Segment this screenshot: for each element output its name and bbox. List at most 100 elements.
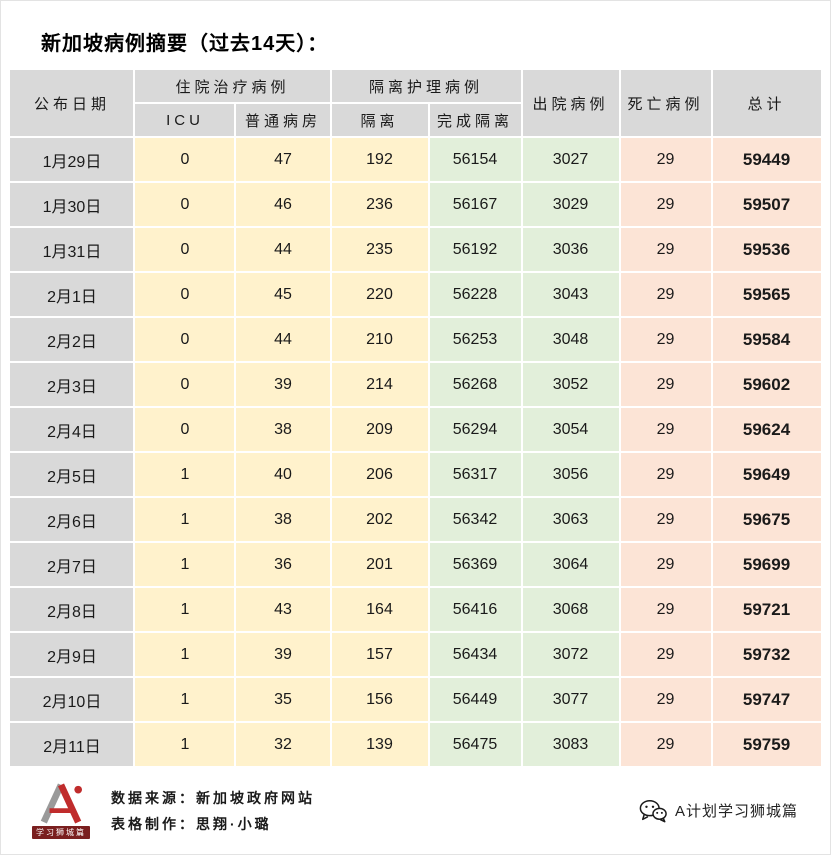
- table-row: 2月5日 1 40 206 56317 3056 29 59649: [8, 451, 823, 498]
- cell-discharged: 3036: [520, 226, 621, 273]
- header-row-subcolumns: ICU 普通病房 隔离 完成隔离: [9, 102, 821, 138]
- cell-isolation: 236: [329, 181, 430, 228]
- table-header: 公布日期 住院治疗病例 隔离护理病例 出院病例 死亡病例 总计 ICU 普通病房…: [8, 68, 823, 138]
- cell-deaths: 29: [618, 136, 713, 183]
- table-row: 2月4日 0 38 209 56294 3054 29 59624: [8, 406, 823, 453]
- cell-date: 2月5日: [8, 451, 136, 498]
- table-row: 2月10日 1 35 156 56449 3077 29 59747: [8, 676, 823, 723]
- data-source-label: 数据来源：新加坡政府网站: [111, 789, 315, 806]
- cell-completed: 56416: [427, 586, 523, 633]
- cell-isolation: 209: [329, 406, 430, 453]
- cell-deaths: 29: [618, 361, 713, 408]
- table-row: 1月31日 0 44 235 56192 3036 29 59536: [8, 226, 823, 273]
- cell-deaths: 29: [618, 451, 713, 498]
- cell-total: 59747: [710, 676, 823, 723]
- cell-ward: 38: [234, 406, 332, 453]
- cell-icu: 0: [133, 406, 237, 453]
- cell-icu: 0: [133, 136, 237, 183]
- cell-date: 1月30日: [8, 181, 136, 228]
- cell-total: 59584: [710, 316, 823, 363]
- cell-discharged: 3083: [520, 721, 621, 768]
- cell-deaths: 29: [618, 406, 713, 453]
- cell-discharged: 3064: [520, 541, 621, 588]
- credits: 数据来源：新加坡政府网站 表格制作：思翔·小璐: [111, 785, 315, 837]
- footer: 学习狮城篇 数据来源：新加坡政府网站 表格制作：思翔·小璐 A计划学习狮城篇: [1, 782, 830, 839]
- cell-isolation: 139: [329, 721, 430, 768]
- covid-summary-table: 公布日期 住院治疗病例 隔离护理病例 出院病例 死亡病例 总计 ICU 普通病房…: [8, 68, 823, 768]
- col-header-isolation: 隔离: [329, 102, 430, 138]
- cell-discharged: 3052: [520, 361, 621, 408]
- cell-completed: 56369: [427, 541, 523, 588]
- cell-total: 59759: [710, 721, 823, 768]
- cell-date: 2月7日: [8, 541, 136, 588]
- cell-completed: 56253: [427, 316, 523, 363]
- cell-icu: 1: [133, 676, 237, 723]
- cell-isolation: 220: [329, 271, 430, 318]
- cell-ward: 39: [234, 631, 332, 678]
- cell-date: 2月8日: [8, 586, 136, 633]
- cell-date: 2月9日: [8, 631, 136, 678]
- page-title: 新加坡病例摘要（过去14天）：: [41, 33, 329, 55]
- cell-completed: 56317: [427, 451, 523, 498]
- cell-total: 59536: [710, 226, 823, 273]
- cell-ward: 38: [234, 496, 332, 543]
- cell-icu: 1: [133, 586, 237, 633]
- cell-deaths: 29: [618, 631, 713, 678]
- col-header-general-ward: 普通病房: [234, 102, 332, 138]
- cell-completed: 56449: [427, 676, 523, 723]
- cell-ward: 35: [234, 676, 332, 723]
- cell-deaths: 29: [618, 496, 713, 543]
- cell-ward: 44: [234, 316, 332, 363]
- cell-isolation: 201: [329, 541, 430, 588]
- cell-date: 2月6日: [8, 496, 136, 543]
- cell-completed: 56475: [427, 721, 523, 768]
- cell-date: 2月2日: [8, 316, 136, 363]
- col-header-total: 总计: [710, 68, 823, 138]
- wechat-account: A计划学习狮城篇: [639, 799, 804, 823]
- cell-date: 1月31日: [8, 226, 136, 273]
- table-row: 2月7日 1 36 201 56369 3064 29 59699: [8, 541, 823, 588]
- table-maker-label: 表格制作：思翔·小璐: [111, 815, 272, 832]
- cell-total: 59624: [710, 406, 823, 453]
- cell-discharged: 3027: [520, 136, 621, 183]
- cell-total: 59675: [710, 496, 823, 543]
- table-row: 2月2日 0 44 210 56253 3048 29 59584: [8, 316, 823, 363]
- cell-date: 2月3日: [8, 361, 136, 408]
- cell-completed: 56228: [427, 271, 523, 318]
- cell-icu: 0: [133, 316, 237, 363]
- cell-deaths: 29: [618, 541, 713, 588]
- cell-icu: 1: [133, 721, 237, 768]
- cell-ward: 45: [234, 271, 332, 318]
- cell-icu: 0: [133, 181, 237, 228]
- cell-deaths: 29: [618, 226, 713, 273]
- site-logo: 学习狮城篇: [29, 782, 93, 839]
- cell-icu: 0: [133, 226, 237, 273]
- cell-total: 59699: [710, 541, 823, 588]
- table-row: 2月11日 1 32 139 56475 3083 29 59759: [8, 721, 823, 768]
- logo-a-icon: [40, 783, 82, 824]
- table-row: 1月29日 0 47 192 56154 3027 29 59449: [8, 136, 823, 183]
- cell-date: 1月29日: [8, 136, 136, 183]
- cell-date: 2月4日: [8, 406, 136, 453]
- cell-completed: 56167: [427, 181, 523, 228]
- cell-icu: 1: [133, 451, 237, 498]
- cell-date: 2月1日: [8, 271, 136, 318]
- table-row: 2月3日 0 39 214 56268 3052 29 59602: [8, 361, 823, 408]
- cell-ward: 36: [234, 541, 332, 588]
- table-row: 2月9日 1 39 157 56434 3072 29 59732: [8, 631, 823, 678]
- cell-discharged: 3068: [520, 586, 621, 633]
- cell-ward: 46: [234, 181, 332, 228]
- cell-icu: 1: [133, 541, 237, 588]
- cell-icu: 1: [133, 631, 237, 678]
- logo-banner: 学习狮城篇: [32, 826, 90, 839]
- cell-discharged: 3063: [520, 496, 621, 543]
- cell-completed: 56268: [427, 361, 523, 408]
- cell-ward: 47: [234, 136, 332, 183]
- table-body: 1月29日 0 47 192 56154 3027 29 59449 1月30日 0 46 236 56…: [8, 136, 823, 768]
- cell-ward: 43: [234, 586, 332, 633]
- cell-discharged: 3029: [520, 181, 621, 228]
- table-row: 1月30日 0 46 236 56167 3029 29 59507: [8, 181, 823, 228]
- cell-discharged: 3043: [520, 271, 621, 318]
- cell-deaths: 29: [618, 271, 713, 318]
- cell-discharged: 3077: [520, 676, 621, 723]
